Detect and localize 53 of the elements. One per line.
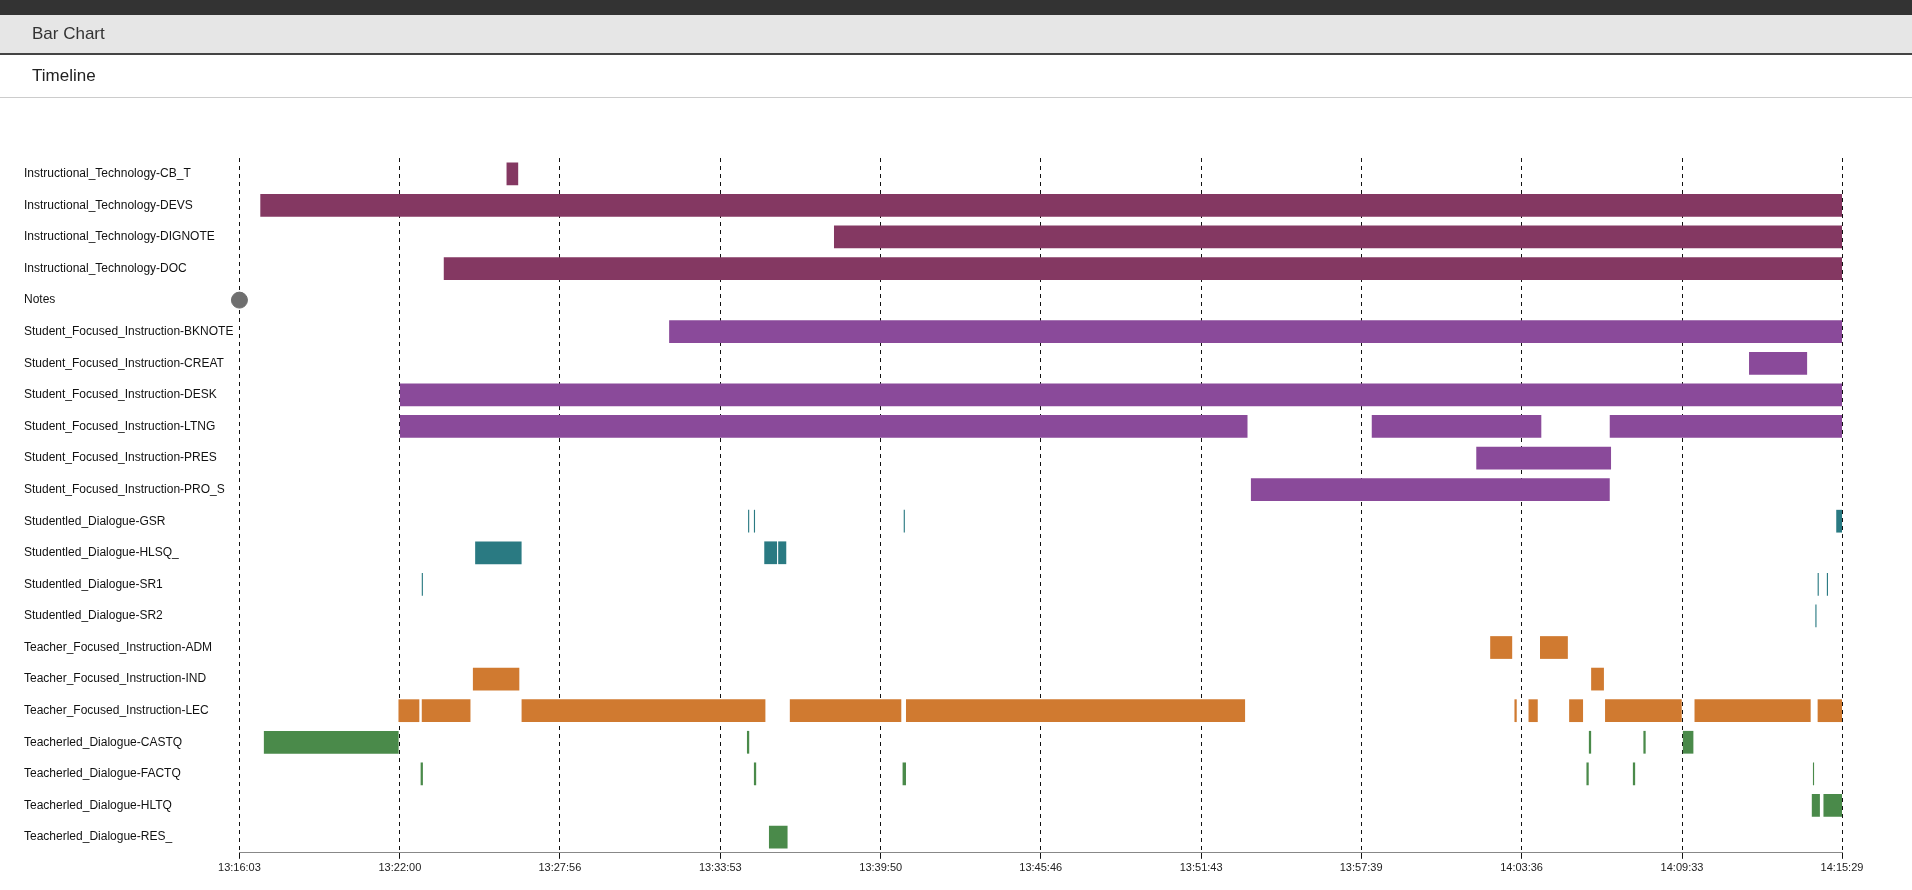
- x-tick-label: 13:16:03: [218, 861, 261, 874]
- bar: [1476, 446, 1612, 470]
- bar: [1682, 730, 1694, 754]
- x-tick-label: 13:33:53: [698, 861, 742, 874]
- bar: [1694, 699, 1811, 723]
- y-tick-label: Notes: [24, 292, 56, 307]
- bar: [1749, 351, 1808, 375]
- x-tick-label: 13:22:00: [378, 861, 422, 874]
- text: Timeline: [0, 55, 1912, 98]
- x-tick-label: 14:15:29: [1820, 861, 1864, 874]
- bar: [1528, 699, 1538, 723]
- bar: [399, 383, 1842, 407]
- y-tick-label: Studentled_Dialogue-SR2: [24, 608, 164, 623]
- text: Bar Chart: [0, 0, 1912, 55]
- bar: [1569, 699, 1584, 723]
- y-tick-label: Instructional_Technology-CB_T: [24, 166, 192, 181]
- y-tick-label: Studentled_Dialogue-GSR: [24, 513, 166, 528]
- bar: [1250, 478, 1610, 501]
- y-tick-label: Instructional_Technology-DEVS: [24, 197, 193, 212]
- bar: [1605, 699, 1682, 723]
- bar: [260, 194, 1842, 217]
- y-tick-label: Instructional_Technology-DIGNOTE: [24, 229, 215, 244]
- y-tick-label: Teacher_Focused_Instruction-LEC: [24, 702, 210, 717]
- y-tick-label: Studentled_Dialogue-HLSQ_: [24, 545, 180, 560]
- x-tick-label: 14:09:33: [1660, 861, 1704, 874]
- y-tick-label: Student_Focused_Instruction-CREAT: [24, 355, 225, 370]
- x-tick-label: 13:39:50: [859, 861, 903, 874]
- bar: [1586, 762, 1589, 786]
- bar: [833, 225, 1842, 249]
- bar: [1817, 699, 1842, 723]
- y-tick-label: Student_Focused_Instruction-PRO_S: [24, 481, 225, 496]
- y-tick-label: Teacher_Focused_Instruction-ADM: [24, 639, 213, 654]
- y-tick-label: Teacherled_Dialogue-FACTQ: [24, 766, 181, 781]
- y-tick-label: Student_Focused_Instruction-DESK: [24, 387, 217, 402]
- y-tick-label: Student_Focused_Instruction-PRES: [24, 450, 217, 465]
- x-tick-label: 13:27:56: [538, 861, 582, 874]
- bar: [1643, 730, 1646, 754]
- bar: [669, 320, 1842, 344]
- bar: [443, 257, 1842, 280]
- y-tick-label: Teacher_Focused_Instruction-IND: [24, 671, 207, 686]
- y-tick-label: Student_Focused_Instruction-LTNG: [24, 418, 216, 433]
- x-tick-label: 13:57:39: [1339, 861, 1383, 874]
- y-tick-label: Instructional_Technology-DOC: [24, 260, 188, 275]
- x-tick-label: 13:51:43: [1179, 861, 1223, 874]
- y-tick-label: Student_Focused_Instruction-BKNOTE: [24, 324, 234, 339]
- y-tick-label: Studentled_Dialogue-SR1: [24, 576, 164, 591]
- x-tick-label: 14:03:36: [1500, 861, 1543, 874]
- y-tick-label: Teacherled_Dialogue-CASTQ: [24, 734, 183, 749]
- x-tick-label: 13:45:46: [1019, 861, 1063, 874]
- y-tick-label: Teacherled_Dialogue-HLTQ: [24, 797, 172, 812]
- bar: [399, 415, 1248, 438]
- y-tick-label: Teacherled_Dialogue-RES_: [24, 829, 173, 844]
- bar: [506, 162, 519, 186]
